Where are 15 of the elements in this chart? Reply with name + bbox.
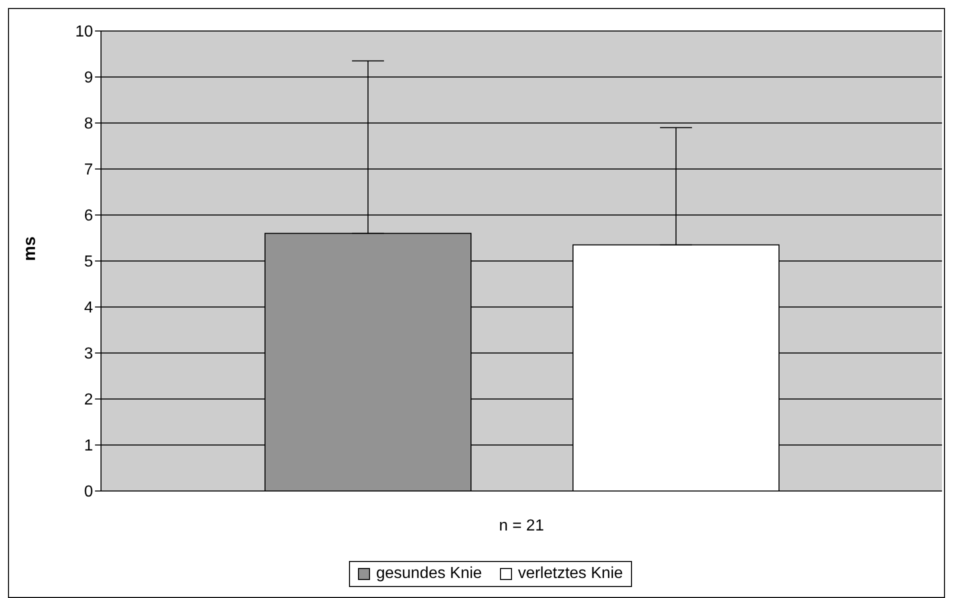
y-tick-label: 6 bbox=[84, 208, 94, 225]
y-tick-label: 3 bbox=[84, 346, 94, 363]
x-tick-label: n = 21 bbox=[499, 517, 544, 534]
y-tick-label: 4 bbox=[84, 300, 94, 317]
y-tick-label: 8 bbox=[84, 116, 94, 133]
y-tick-label: 7 bbox=[84, 162, 94, 179]
y-tick-label: 10 bbox=[75, 24, 94, 41]
legend-label: gesundes Knie bbox=[375, 565, 482, 583]
y-axis-title: ms bbox=[20, 236, 40, 261]
legend-label: verletztes Knie bbox=[516, 565, 623, 583]
y-tick-label: 1 bbox=[84, 438, 94, 455]
y-tick-label: 5 bbox=[84, 254, 94, 271]
y-tick-label: 2 bbox=[84, 392, 94, 409]
y-tick-label: 0 bbox=[84, 484, 94, 501]
y-tick-label: 9 bbox=[84, 70, 94, 87]
